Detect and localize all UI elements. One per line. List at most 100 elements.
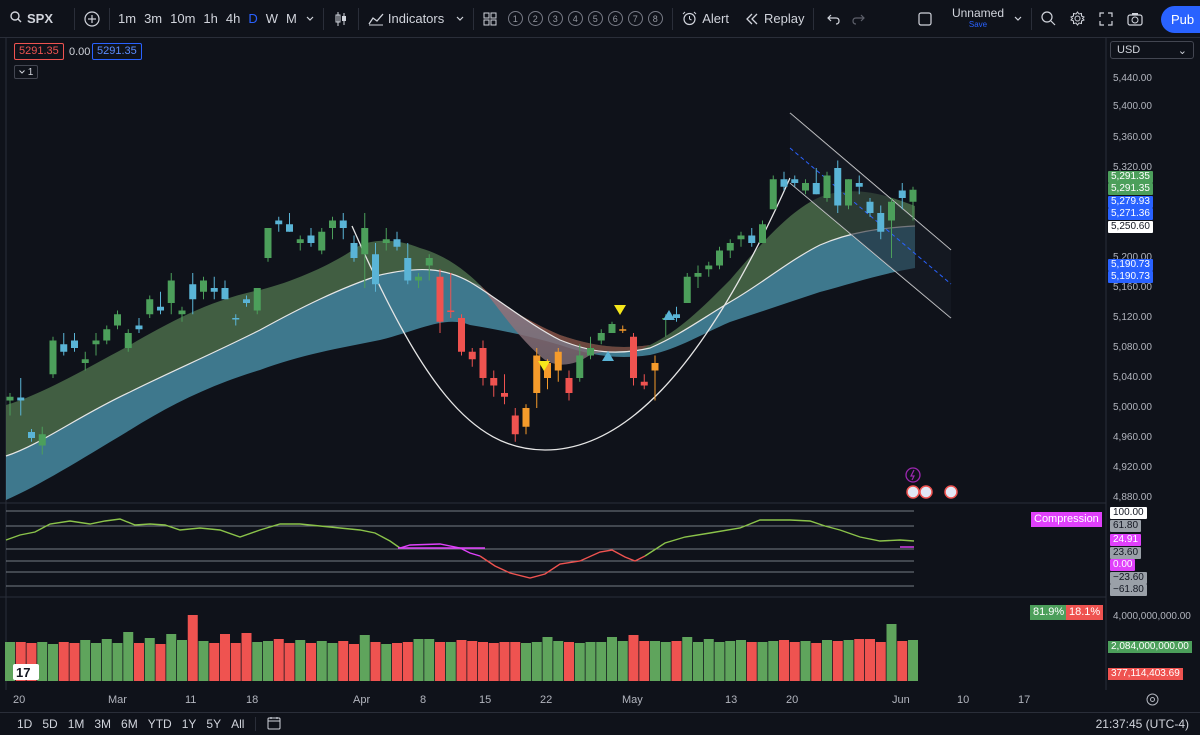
snapshot-button[interactable] xyxy=(1122,0,1148,38)
fullscreen-button[interactable] xyxy=(1094,0,1118,38)
volume-bar xyxy=(822,640,832,681)
redo-icon xyxy=(852,14,866,25)
legend-collapse-button[interactable]: 1 xyxy=(14,65,38,79)
timeframe-3m[interactable]: 3m xyxy=(144,11,163,26)
volume-bar xyxy=(306,643,316,681)
candle-body xyxy=(264,228,272,258)
volume-bar xyxy=(510,642,521,681)
go-to-date-button[interactable] xyxy=(262,716,286,733)
volume-bar xyxy=(327,643,338,681)
range-3m[interactable]: 3M xyxy=(94,717,112,731)
quick-search-button[interactable] xyxy=(1036,0,1061,38)
timeframe-1h[interactable]: 1h xyxy=(203,11,218,26)
template-slot-4[interactable]: 4 xyxy=(567,11,583,26)
volume-bar xyxy=(596,642,607,681)
currency-select[interactable]: USD ⌄ xyxy=(1110,41,1194,59)
chart-canvas[interactable]: 17 xyxy=(0,38,1200,712)
price-axis-label: 5,000.00 xyxy=(1113,402,1152,413)
volume-bar xyxy=(230,643,241,681)
chevron-down-icon xyxy=(1014,16,1022,21)
oscillator-level-label: −23.60 xyxy=(1110,572,1147,584)
undo-button[interactable] xyxy=(822,0,846,38)
buy-price-box[interactable]: 5291.35 xyxy=(92,43,142,60)
timeframe-D[interactable]: D xyxy=(248,11,258,26)
price-tag: 5,250.60 xyxy=(1108,221,1153,233)
range-all[interactable]: All xyxy=(231,717,245,731)
alert-label: Alert xyxy=(702,11,729,26)
layouts-button[interactable] xyxy=(478,0,502,38)
candle-body xyxy=(372,254,379,285)
price-tag: 5,271.36 xyxy=(1108,208,1153,220)
candle-body xyxy=(124,333,132,348)
divider xyxy=(473,7,475,30)
flag-us-icon[interactable] xyxy=(919,485,933,499)
candle-body xyxy=(909,189,917,202)
flag-us-icon[interactable] xyxy=(906,485,920,499)
template-slot-6[interactable]: 6 xyxy=(607,11,623,26)
timeframe-M[interactable]: M xyxy=(286,11,297,26)
candle-body xyxy=(705,265,713,270)
search-icon xyxy=(10,11,22,26)
flag-us-icon[interactable] xyxy=(944,485,958,499)
compare-symbol-button[interactable] xyxy=(79,0,105,38)
tradingview-logo[interactable]: 17 xyxy=(13,664,39,680)
publish-button[interactable]: Pub xyxy=(1161,6,1200,33)
timeframe-4h[interactable]: 4h xyxy=(225,11,241,26)
volume-bar xyxy=(628,635,639,681)
range-5y[interactable]: 5Y xyxy=(206,717,222,731)
range-1d[interactable]: 1D xyxy=(17,717,33,731)
range-1y[interactable]: 1Y xyxy=(181,717,197,731)
range-ytd[interactable]: YTD xyxy=(147,717,172,731)
volume-bar xyxy=(757,642,768,681)
clock[interactable]: 21:37:45 (UTC-4) xyxy=(1095,717,1189,731)
layout-title: Unnamed xyxy=(951,5,1004,20)
layout-name-button[interactable]: Unnamed Save xyxy=(947,0,1027,38)
range-6m[interactable]: 6M xyxy=(121,717,138,731)
template-slot-1[interactable]: 1 xyxy=(507,11,523,26)
template-slot-5[interactable]: 5 xyxy=(587,11,603,26)
chart-line-icon xyxy=(368,13,384,25)
candle-body xyxy=(834,168,842,206)
range-1m[interactable]: 1M xyxy=(67,717,85,731)
oscillator-line-green-2 xyxy=(644,519,915,557)
symbol-search[interactable]: SPX xyxy=(0,0,70,38)
oscillator-level-label: 24.91 xyxy=(1110,534,1142,546)
range-5d[interactable]: 5D xyxy=(42,717,58,731)
timeframe-W[interactable]: W xyxy=(265,11,279,26)
economic-events[interactable] xyxy=(906,485,958,499)
price-axis-label: 5,400.00 xyxy=(1113,101,1152,112)
template-slot-8[interactable]: 8 xyxy=(647,11,663,26)
chevron-down-icon xyxy=(306,16,314,21)
watchlist-toggle[interactable] xyxy=(913,0,937,38)
volume-bar xyxy=(370,642,381,681)
candle-body xyxy=(189,284,197,300)
lightning-event-icon[interactable] xyxy=(905,467,921,483)
template-slot-2[interactable]: 2 xyxy=(527,11,543,26)
chevron-down-icon xyxy=(18,70,25,74)
alert-button[interactable]: Alert xyxy=(677,0,734,38)
candle-body xyxy=(382,239,390,243)
timeframe-10m[interactable]: 10m xyxy=(170,11,196,26)
replay-button[interactable]: Replay xyxy=(740,0,809,38)
chart-type-button[interactable] xyxy=(328,0,354,38)
time-axis-label: 11 xyxy=(185,694,197,706)
redo-button[interactable] xyxy=(846,0,870,38)
ema-cloud-red xyxy=(480,285,650,365)
volume-bar xyxy=(617,641,628,681)
volume-bar xyxy=(263,641,273,681)
volume-bar xyxy=(220,634,230,681)
indicators-button[interactable]: Indicators xyxy=(363,0,469,38)
timeframe-1m[interactable]: 1m xyxy=(118,11,137,26)
candle-body xyxy=(554,351,562,371)
template-slot-3[interactable]: 3 xyxy=(547,11,563,26)
calendar-icon xyxy=(267,716,281,729)
candle-body xyxy=(511,415,519,435)
axis-settings-button[interactable] xyxy=(1146,693,1159,709)
indicators-label: Indicators xyxy=(387,11,445,26)
timeframe-dropdown[interactable] xyxy=(301,0,319,38)
sell-price-box[interactable]: 5291.35 xyxy=(14,43,64,60)
template-slot-7[interactable]: 7 xyxy=(627,11,643,26)
candle-body xyxy=(533,355,541,393)
volume-bar xyxy=(134,643,144,681)
settings-button[interactable] xyxy=(1065,0,1090,38)
